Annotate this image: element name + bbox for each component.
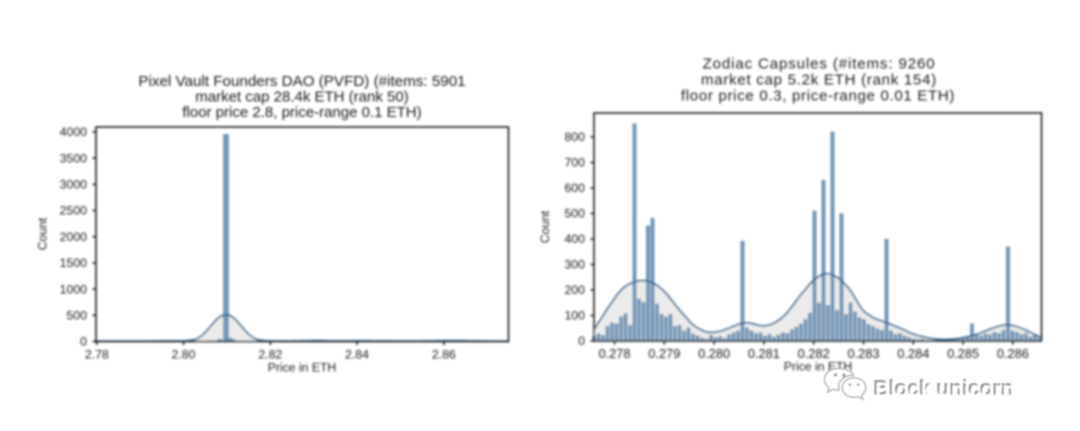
svg-text:1500: 1500: [60, 256, 88, 270]
svg-text:800: 800: [564, 130, 585, 144]
svg-text:2.78: 2.78: [85, 348, 109, 362]
svg-text:0.282: 0.282: [798, 346, 830, 361]
svg-text:0.280: 0.280: [698, 346, 730, 361]
svg-text:600: 600: [564, 181, 585, 195]
svg-text:market cap 5.2k ETH (rank 154): market cap 5.2k ETH (rank 154): [701, 72, 937, 89]
svg-text:0.281: 0.281: [748, 346, 780, 361]
svg-text:0.286: 0.286: [997, 346, 1029, 361]
svg-text:400: 400: [564, 232, 585, 246]
svg-text:0.285: 0.285: [947, 346, 979, 361]
svg-text:700: 700: [564, 156, 585, 170]
svg-text:market cap 28.4k ETH (rank 50): market cap 28.4k ETH (rank 50): [195, 89, 408, 106]
svg-text:0.283: 0.283: [847, 346, 879, 361]
svg-text:Pixel Vault Founders DAO (PVFD: Pixel Vault Founders DAO (PVFD) (#items:…: [138, 73, 465, 90]
svg-text:100: 100: [564, 309, 585, 323]
svg-text:Count: Count: [538, 210, 552, 243]
svg-text:0: 0: [578, 334, 585, 348]
svg-text:Block unicorn: Block unicorn: [873, 377, 1013, 400]
svg-text:3500: 3500: [60, 151, 88, 165]
svg-text:2.86: 2.86: [432, 348, 456, 362]
svg-text:Price in ETH: Price in ETH: [268, 361, 336, 375]
svg-text:0.278: 0.278: [598, 346, 630, 361]
svg-text:Block unicorn: Block unicorn: [875, 379, 1015, 402]
svg-text:3000: 3000: [60, 178, 88, 192]
svg-text:500: 500: [66, 309, 87, 323]
svg-text:4000: 4000: [60, 125, 88, 139]
svg-text:2.82: 2.82: [258, 348, 282, 362]
svg-text:Count: Count: [36, 217, 50, 250]
svg-text:floor price 0.3, price-range 0: floor price 0.3, price-range 0.01 ETH): [681, 88, 955, 105]
svg-text:2000: 2000: [60, 230, 88, 244]
svg-text:floor price 2.8, price-range 0: floor price 2.8, price-range 0.1 ETH): [182, 104, 421, 121]
svg-text:2500: 2500: [60, 204, 88, 218]
svg-text:300: 300: [564, 258, 585, 272]
svg-text:2.84: 2.84: [345, 348, 369, 362]
svg-text:0.284: 0.284: [897, 346, 929, 361]
svg-text:0: 0: [80, 335, 87, 349]
svg-text:200: 200: [564, 283, 585, 297]
svg-text:Zodiac Capsules (#items: 9260: Zodiac Capsules (#items: 9260: [703, 56, 936, 73]
svg-text:0.279: 0.279: [648, 346, 680, 361]
svg-text:500: 500: [564, 207, 585, 221]
svg-text:1000: 1000: [60, 282, 88, 296]
svg-text:2.80: 2.80: [172, 348, 196, 362]
